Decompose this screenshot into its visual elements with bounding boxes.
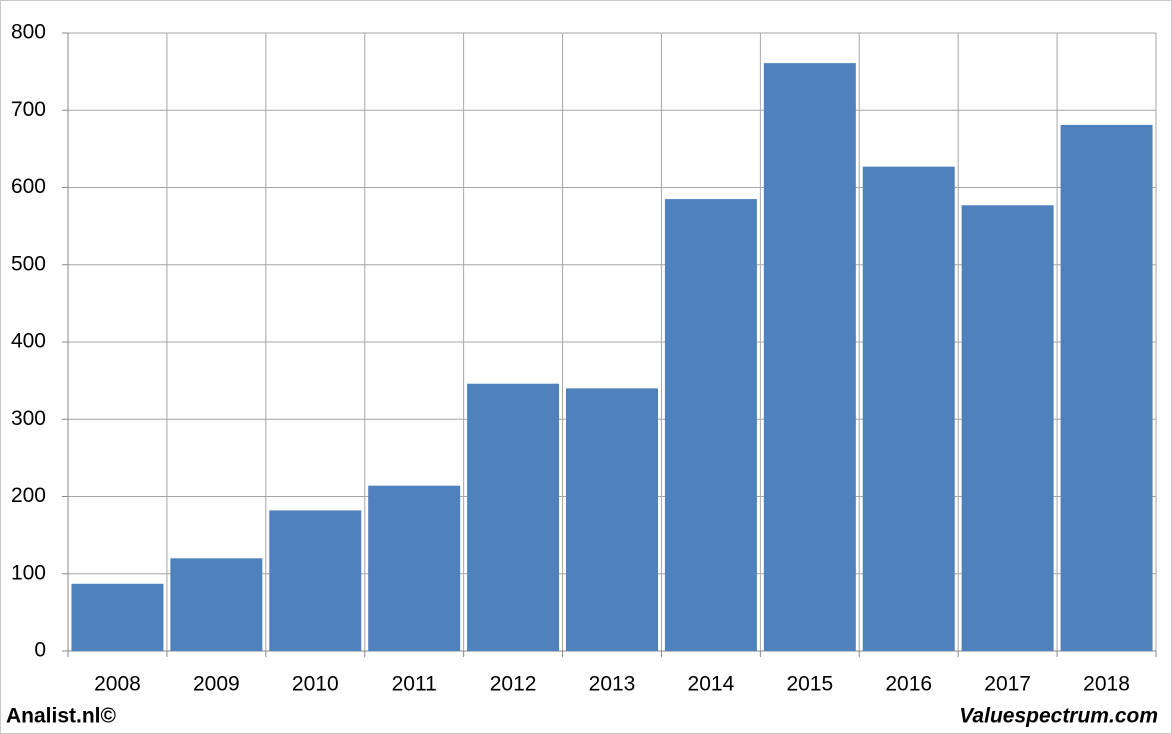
bar	[368, 485, 461, 651]
y-tick-label: 400	[11, 330, 46, 353]
bar	[170, 558, 263, 651]
x-tick-label: 2011	[392, 673, 437, 696]
x-tick-label: 2015	[786, 673, 833, 696]
x-tick-label: 2010	[292, 673, 339, 696]
bar	[1060, 124, 1153, 652]
y-tick-label: 200	[11, 484, 46, 507]
y-tick-label: 300	[11, 407, 46, 430]
bar	[763, 63, 856, 651]
footer-left: Analist.nl©	[6, 705, 117, 728]
y-tick-label: 0	[34, 639, 46, 662]
x-tick-label: 2008	[94, 673, 141, 696]
x-tick-label: 2016	[885, 673, 932, 696]
bar	[961, 205, 1054, 651]
y-tick-label: 800	[11, 21, 46, 44]
y-tick-label: 100	[11, 561, 46, 584]
bar	[566, 388, 658, 651]
y-tick-label: 600	[11, 175, 46, 198]
x-tick-label: 2012	[490, 673, 537, 696]
x-tick-label: 2017	[984, 673, 1031, 696]
bar	[862, 166, 955, 651]
x-tick-label: 2014	[688, 673, 735, 696]
x-tick-label: 2013	[589, 673, 636, 696]
y-tick-label: 500	[11, 252, 46, 275]
y-tick-label: 700	[11, 98, 46, 121]
bar	[269, 510, 362, 651]
bar	[664, 199, 757, 651]
x-tick-label: 2009	[193, 673, 240, 696]
bar	[467, 383, 560, 651]
footer-right: Valuespectrum.com	[959, 705, 1158, 728]
bar	[71, 583, 164, 651]
x-tick-label: 2018	[1083, 673, 1130, 696]
